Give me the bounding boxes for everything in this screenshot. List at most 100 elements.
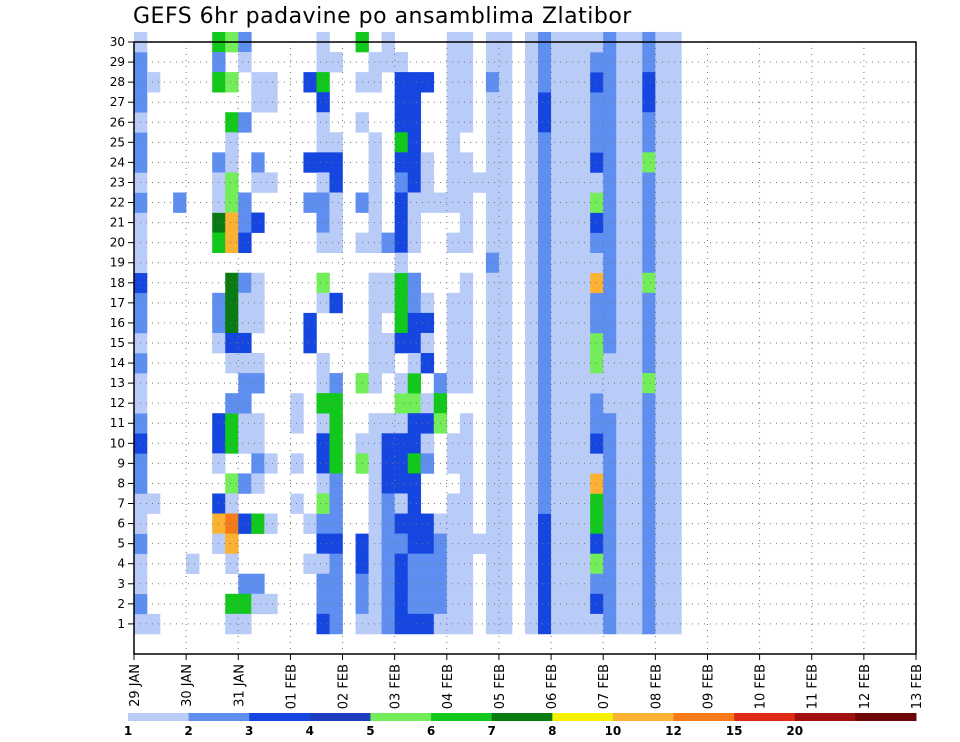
- heatmap-cell: [381, 593, 395, 615]
- heatmap-cell: [642, 493, 656, 514]
- heatmap-cell: [225, 152, 239, 173]
- heatmap-cell: [668, 112, 682, 133]
- heatmap-cell: [629, 92, 643, 113]
- heatmap-cell: [655, 92, 669, 113]
- heatmap-cell: [316, 513, 330, 534]
- heatmap-cell: [225, 272, 239, 294]
- heatmap-cell: [368, 172, 382, 193]
- heatmap-cell: [420, 292, 435, 314]
- heatmap-cell: [238, 413, 252, 434]
- heatmap-cell: [564, 373, 578, 394]
- heatmap-cell: [485, 332, 500, 354]
- heatmap-cell: [603, 312, 617, 334]
- heatmap-cell: [498, 132, 513, 153]
- heatmap-cell: [564, 212, 578, 233]
- heatmap-cell: [407, 593, 422, 615]
- heatmap-cell: [616, 433, 630, 454]
- heatmap-cell: [303, 72, 317, 93]
- heatmap-cell: [485, 533, 500, 554]
- heatmap-cell: [551, 453, 565, 474]
- heatmap-cell: [616, 312, 630, 334]
- heatmap-cell: [525, 112, 539, 133]
- heatmap-cell: [642, 172, 656, 193]
- heatmap-cell: [603, 132, 617, 153]
- heatmap-cell: [525, 292, 539, 314]
- heatmap-cell: [642, 112, 656, 133]
- heatmap-cell: [498, 312, 513, 334]
- heatmap-cell: [564, 152, 578, 173]
- heatmap-cell: [629, 573, 643, 595]
- heatmap-cell: [642, 212, 656, 233]
- colorbar-label: 20: [786, 724, 803, 738]
- heatmap-cell: [655, 453, 669, 474]
- heatmap-cell: [629, 453, 643, 474]
- heatmap-cell: [551, 272, 565, 294]
- heatmap-cell: [238, 272, 252, 294]
- heatmap-cell: [551, 92, 565, 113]
- heatmap-cell: [629, 272, 643, 294]
- heatmap-cell: [564, 292, 578, 314]
- heatmap-cell: [564, 413, 578, 434]
- heatmap-cell: [629, 72, 643, 93]
- heatmap-cell: [642, 272, 656, 294]
- heatmap-cell: [368, 573, 382, 595]
- heatmap-cell: [668, 553, 682, 575]
- x-tick-label: 02 FEB: [337, 664, 352, 709]
- heatmap-cell: [316, 393, 330, 414]
- heatmap-cell: [225, 513, 239, 534]
- heatmap-cell: [538, 533, 552, 554]
- heatmap-cell: [394, 573, 408, 595]
- heatmap-cell: [498, 252, 513, 274]
- heatmap-cell: [290, 393, 304, 414]
- heatmap-cell: [381, 272, 395, 294]
- y-tick-label: 6: [117, 517, 125, 531]
- heatmap-cell: [538, 353, 552, 374]
- heatmap-cell: [668, 373, 682, 394]
- heatmap-cell: [459, 172, 474, 193]
- heatmap-cell: [446, 232, 461, 253]
- heatmap-cell: [629, 553, 643, 575]
- heatmap-cell: [629, 473, 643, 494]
- heatmap-cell: [616, 252, 630, 274]
- heatmap-cell: [446, 152, 461, 173]
- heatmap-cell: [564, 353, 578, 374]
- heatmap-cell: [394, 513, 408, 534]
- heatmap-cell: [551, 312, 565, 334]
- heatmap-cell: [551, 212, 565, 233]
- heatmap-cell: [538, 513, 552, 534]
- heatmap-cell: [655, 52, 669, 73]
- heatmap-cell: [498, 453, 513, 474]
- heatmap-cell: [446, 493, 461, 514]
- y-tick-label: 22: [110, 196, 125, 210]
- plot-frame: [133, 41, 917, 655]
- heatmap-cell: [668, 232, 682, 253]
- heatmap-cell: [564, 92, 578, 113]
- heatmap-cell: [668, 152, 682, 173]
- heatmap-cell: [538, 232, 552, 253]
- heatmap-cell: [525, 92, 539, 113]
- heatmap-cell: [485, 353, 500, 374]
- heatmap-cell: [446, 72, 461, 93]
- heatmap-cell: [564, 252, 578, 274]
- heatmap-cell: [655, 252, 669, 274]
- heatmap-cell: [629, 232, 643, 253]
- heatmap-cell: [629, 513, 643, 534]
- heatmap-cell: [446, 112, 461, 133]
- heatmap-cell: [316, 172, 330, 193]
- heatmap-cell: [368, 533, 382, 554]
- heatmap-cell: [446, 613, 461, 635]
- heatmap-cell: [577, 373, 591, 394]
- y-tick-label: 28: [110, 75, 125, 89]
- heatmap-cell: [420, 433, 435, 454]
- heatmap-cell: [577, 553, 591, 575]
- heatmap-cell: [564, 593, 578, 615]
- heatmap-cell: [225, 353, 239, 374]
- heatmap-cell: [407, 493, 422, 514]
- heatmap-cell: [420, 613, 435, 635]
- heatmap-cell: [538, 52, 552, 73]
- heatmap-cell: [603, 92, 617, 113]
- heatmap-cell: [381, 232, 395, 253]
- y-tick-label: 13: [110, 376, 125, 390]
- heatmap-cell: [525, 513, 539, 534]
- heatmap-cell: [407, 453, 422, 474]
